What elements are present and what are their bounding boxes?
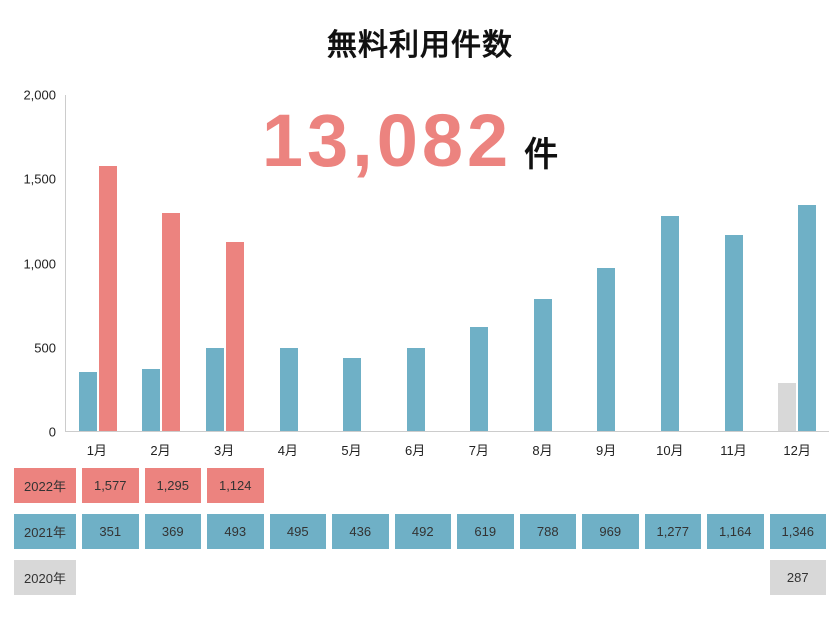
table-cell-empty [332, 468, 389, 503]
bar-2021年-10月 [661, 216, 680, 431]
row-label: 2021年 [14, 514, 76, 549]
table-cell-empty [395, 468, 452, 503]
table-cell-empty [645, 468, 702, 503]
total-value: 13,082 [261, 99, 513, 182]
table-cell-empty [770, 468, 827, 503]
table-cell: 969 [582, 514, 639, 549]
bar-group-11月 [702, 95, 766, 431]
bar-2021年-12月 [798, 204, 817, 431]
bar-group-4月 [257, 95, 321, 431]
bar-group-5月 [320, 95, 384, 431]
bars-container [66, 95, 829, 431]
y-tick-label: 1,500 [23, 171, 56, 187]
table-cell: 369 [144, 514, 201, 549]
bar-group-6月 [384, 95, 448, 431]
x-tick-label: 10月 [656, 443, 684, 458]
bar-2022年-3月 [225, 242, 244, 431]
table-cell: 436 [332, 514, 389, 549]
x-tick-label: 3月 [214, 443, 235, 458]
x-axis: 1月 2月 3月 4月 5月 6月 7月 8月 9月 10月 11月 12月 [65, 440, 829, 459]
x-tick-label: 4月 [277, 443, 298, 458]
y-tick-label: 500 [34, 340, 56, 356]
table-cell-empty [520, 468, 577, 503]
table-cell-empty [207, 560, 264, 595]
table-cell: 351 [82, 514, 139, 549]
bar-2021年-7月 [470, 327, 489, 431]
table-cell: 619 [457, 514, 514, 549]
table-cell-empty [582, 468, 639, 503]
table-cell: 1,124 [207, 468, 264, 503]
bar-group-12月 [765, 95, 829, 431]
x-tick-label: 8月 [532, 443, 553, 458]
table-row-2020年: 2020年 287 [14, 560, 826, 595]
table-cell-empty [520, 560, 577, 595]
table-cell: 1,577 [82, 468, 139, 503]
y-tick-label: 2,000 [23, 87, 56, 103]
table-cell: 1,277 [644, 514, 701, 549]
bar-group-1月 [66, 95, 130, 431]
x-tick-label: 2月 [150, 443, 171, 458]
plot-area [65, 95, 829, 432]
table-cell-empty [707, 468, 764, 503]
bar-2021年-11月 [724, 235, 743, 431]
bar-group-3月 [193, 95, 257, 431]
y-tick-label: 1,000 [23, 256, 56, 271]
x-tick-label: 12月 [783, 443, 811, 458]
x-tick-label: 7月 [468, 443, 489, 458]
table-cell-empty [332, 560, 389, 595]
x-tick-label: 6月 [405, 443, 426, 458]
total-count: 13,082 件 [150, 98, 670, 183]
x-tick-label: 11月 [720, 443, 747, 458]
total-unit: 件 [524, 136, 559, 174]
bar-group-9月 [575, 95, 639, 431]
table-cell-empty [645, 560, 702, 595]
x-tick-label: 5月 [341, 443, 362, 458]
bar-2021年-3月 [205, 348, 224, 431]
table-cell-empty [395, 560, 452, 595]
bar-group-2月 [130, 95, 194, 431]
bar-2021年-4月 [279, 347, 298, 431]
table-cell-empty [270, 560, 327, 595]
table-cell-empty [582, 560, 639, 595]
data-table: 2022年 1,577 1,295 1,124 2021年 351 369 493 495 436… [14, 468, 826, 606]
table-cell: 788 [519, 514, 576, 549]
bar-2022年-2月 [162, 213, 181, 431]
bar-group-8月 [511, 95, 575, 431]
bar-group-7月 [447, 95, 511, 431]
table-cell: 1,346 [769, 514, 826, 549]
bar-group-10月 [638, 95, 702, 431]
table-cell-empty [145, 560, 202, 595]
table-cell: 1,295 [144, 468, 201, 503]
y-tick-label: 0 [48, 424, 56, 440]
bar-2021年-2月 [142, 369, 161, 431]
x-tick-label: 1月 [86, 443, 107, 458]
table-cell-empty [270, 468, 327, 503]
chart-title: 無料利用件数 [327, 29, 513, 62]
table-cell: 493 [207, 514, 264, 549]
table-cell: 1,164 [707, 514, 764, 549]
table-cell: 495 [269, 514, 326, 549]
y-axis: 0 500 1,000 1,500 2,000 [0, 88, 56, 440]
bar-2020年-12月 [778, 382, 797, 431]
table-cell-empty [707, 560, 764, 595]
table-row-2021年: 2021年 351 369 493 495 436 492 619 788 969 1,277 1,1… [14, 514, 826, 549]
bar-2021年-6月 [406, 348, 425, 431]
bar-2022年-1月 [98, 166, 117, 431]
table-cell: 287 [769, 560, 826, 595]
bar-2021年-1月 [78, 372, 97, 431]
row-label: 2022年 [14, 468, 76, 503]
bar-2021年-9月 [597, 268, 616, 431]
table-cell-empty [457, 468, 514, 503]
table-cell-empty [82, 560, 139, 595]
table-row-2022年: 2022年 1,577 1,295 1,124 [14, 468, 826, 503]
bar-2021年-8月 [533, 298, 552, 431]
x-tick-label: 9月 [596, 443, 617, 458]
row-label: 2020年 [14, 560, 76, 595]
table-cell: 492 [394, 514, 451, 549]
table-cell-empty [457, 560, 514, 595]
bar-2021年-5月 [343, 357, 362, 431]
